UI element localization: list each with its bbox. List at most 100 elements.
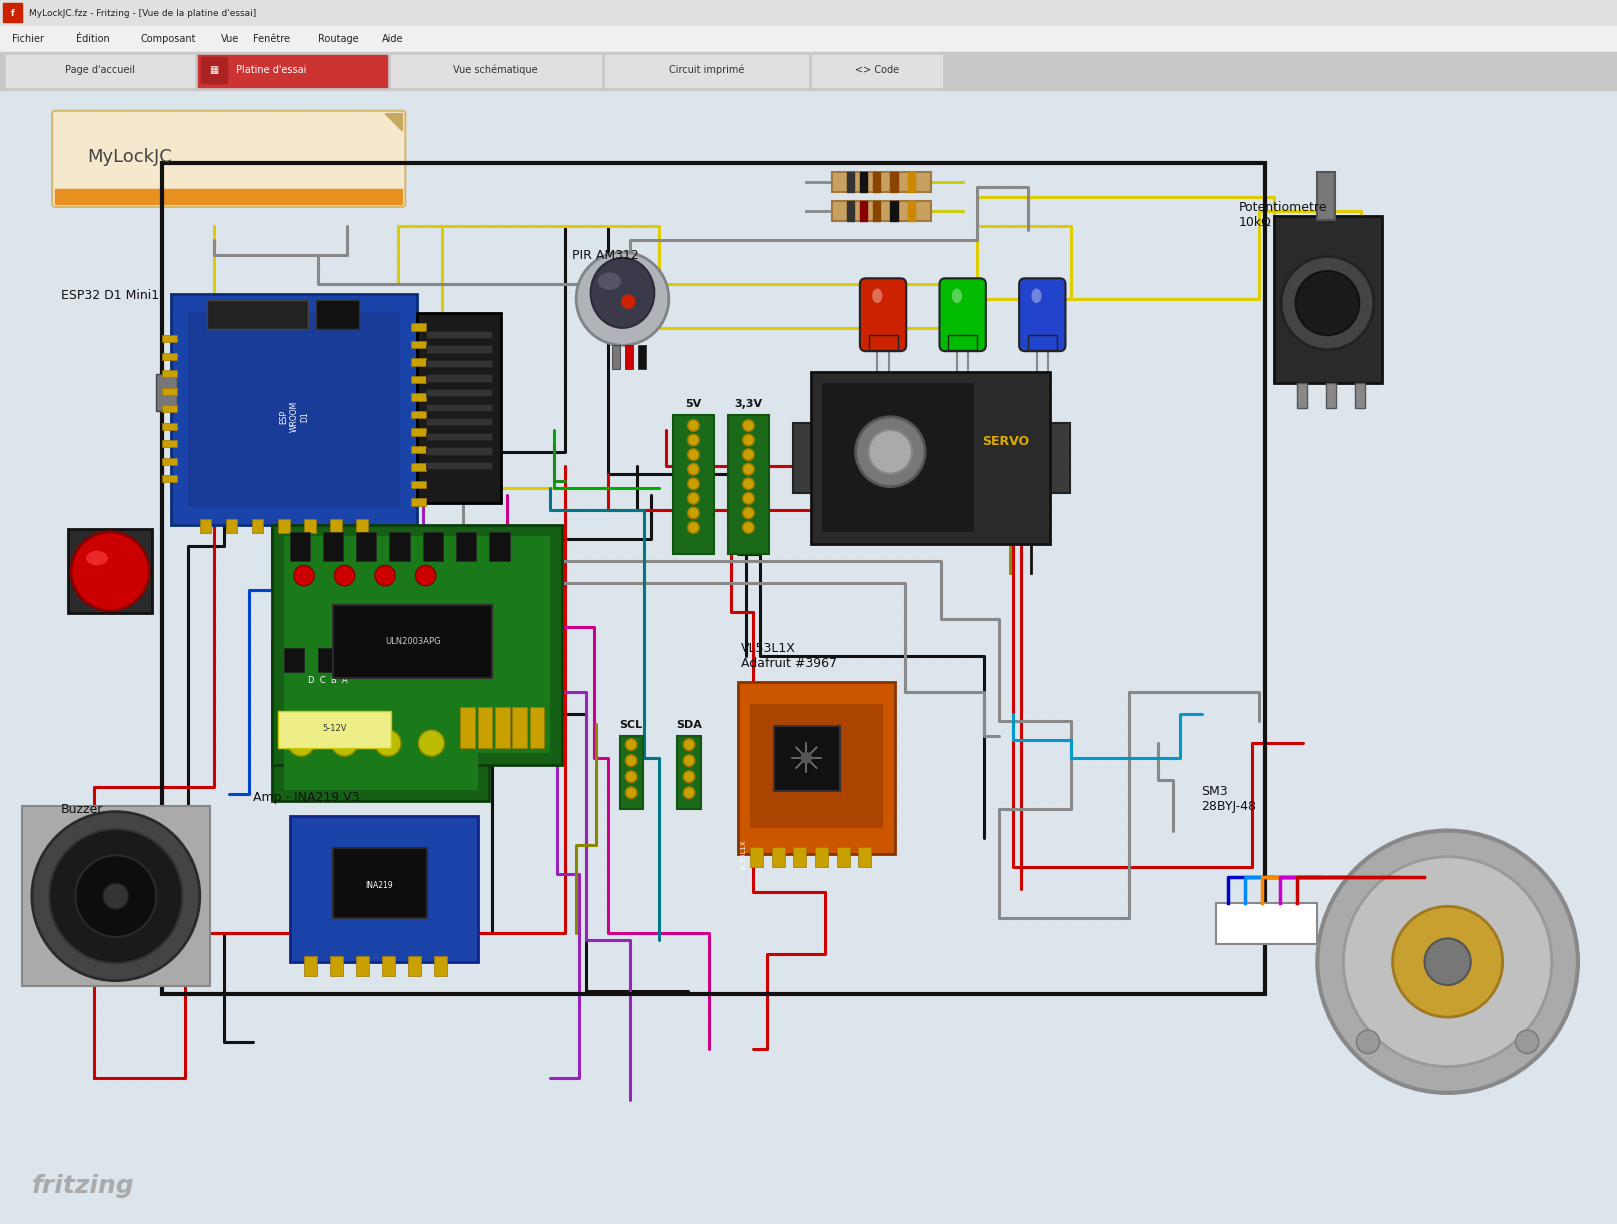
- Circle shape: [1357, 1031, 1379, 1054]
- Circle shape: [576, 252, 669, 345]
- Bar: [3, 2, 21, 22]
- Circle shape: [32, 812, 201, 980]
- Bar: [435, 956, 448, 977]
- Bar: [162, 353, 176, 360]
- Bar: [356, 519, 367, 534]
- Bar: [278, 519, 289, 534]
- Bar: [289, 532, 310, 561]
- Bar: [495, 706, 509, 748]
- Bar: [283, 652, 477, 789]
- Text: Composant: Composant: [141, 34, 196, 44]
- FancyBboxPatch shape: [939, 278, 986, 351]
- Bar: [613, 345, 619, 368]
- Circle shape: [76, 856, 157, 936]
- Bar: [678, 736, 700, 809]
- Bar: [201, 519, 212, 534]
- Text: SDA: SDA: [676, 720, 702, 730]
- Bar: [333, 848, 427, 918]
- FancyBboxPatch shape: [52, 110, 406, 207]
- Bar: [382, 956, 395, 977]
- Circle shape: [375, 565, 395, 586]
- Bar: [425, 375, 492, 382]
- Bar: [750, 847, 763, 867]
- Text: 5V: 5V: [686, 399, 702, 410]
- Text: 3,3V: 3,3V: [734, 399, 763, 410]
- Bar: [425, 419, 492, 426]
- Bar: [162, 370, 176, 377]
- Bar: [425, 461, 492, 469]
- Bar: [490, 532, 509, 561]
- Bar: [21, 805, 210, 987]
- Bar: [425, 360, 492, 367]
- Bar: [162, 458, 176, 465]
- Circle shape: [419, 730, 445, 756]
- Bar: [833, 171, 931, 192]
- Circle shape: [684, 739, 695, 750]
- Bar: [304, 519, 315, 534]
- Bar: [1326, 383, 1336, 408]
- Text: ESP
WROOM
D1: ESP WROOM D1: [280, 401, 309, 432]
- FancyBboxPatch shape: [1019, 278, 1066, 351]
- Bar: [411, 393, 425, 400]
- Circle shape: [687, 435, 699, 446]
- Bar: [333, 605, 492, 678]
- Bar: [1028, 335, 1058, 350]
- Bar: [162, 405, 176, 412]
- Bar: [162, 335, 176, 343]
- Bar: [319, 649, 338, 672]
- Bar: [836, 847, 851, 867]
- Bar: [847, 201, 854, 222]
- Bar: [860, 171, 867, 192]
- Bar: [353, 649, 374, 672]
- Text: Platine d'essai: Platine d'essai: [236, 65, 306, 75]
- Bar: [289, 816, 477, 962]
- Bar: [1049, 422, 1070, 492]
- Circle shape: [742, 492, 754, 504]
- Text: Amp - INA219 V3: Amp - INA219 V3: [254, 792, 361, 804]
- Bar: [283, 536, 550, 753]
- Circle shape: [742, 435, 754, 446]
- Bar: [728, 415, 768, 553]
- Bar: [461, 706, 475, 748]
- Bar: [157, 375, 176, 411]
- Bar: [323, 532, 343, 561]
- Bar: [0, 26, 1617, 53]
- Bar: [162, 388, 176, 395]
- Bar: [513, 706, 527, 748]
- Bar: [794, 847, 807, 867]
- Bar: [411, 464, 425, 471]
- Circle shape: [294, 565, 314, 586]
- Bar: [356, 956, 369, 977]
- Text: SERVO: SERVO: [983, 435, 1030, 448]
- Bar: [425, 345, 492, 353]
- Bar: [162, 475, 176, 482]
- Ellipse shape: [598, 273, 621, 290]
- Bar: [278, 711, 391, 748]
- Circle shape: [1295, 271, 1360, 335]
- Bar: [411, 481, 425, 488]
- Circle shape: [800, 752, 812, 764]
- Bar: [411, 428, 425, 436]
- Bar: [283, 649, 304, 672]
- Bar: [330, 519, 341, 534]
- Bar: [1297, 383, 1307, 408]
- Bar: [422, 649, 443, 672]
- Text: Aide: Aide: [382, 34, 404, 44]
- Bar: [860, 201, 867, 222]
- Bar: [425, 404, 492, 411]
- Bar: [0, 0, 1617, 26]
- Bar: [425, 389, 492, 397]
- Bar: [673, 415, 713, 553]
- Ellipse shape: [86, 551, 108, 565]
- Bar: [188, 312, 399, 507]
- Bar: [162, 163, 1264, 994]
- Text: Buzzer: Buzzer: [61, 803, 103, 816]
- Text: PIR AM312: PIR AM312: [572, 250, 639, 262]
- Bar: [407, 956, 422, 977]
- Bar: [771, 847, 784, 867]
- Text: f: f: [11, 9, 15, 17]
- Circle shape: [687, 449, 699, 460]
- Circle shape: [626, 787, 637, 798]
- Circle shape: [416, 565, 435, 586]
- Ellipse shape: [1032, 289, 1041, 304]
